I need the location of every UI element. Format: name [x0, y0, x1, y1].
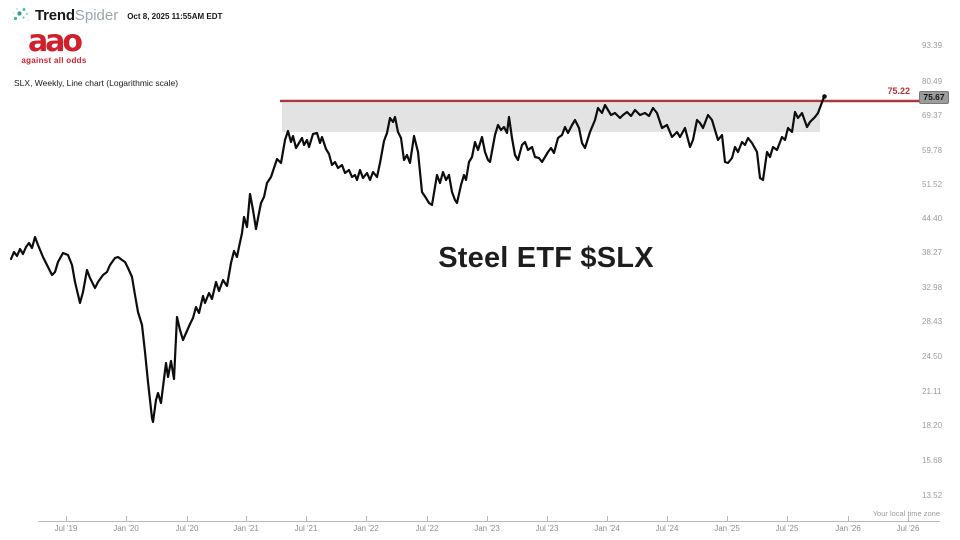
- resistance-price-label: 75.22: [887, 86, 910, 96]
- time-axis-tick: [66, 516, 67, 521]
- brand-name-trend: Trend: [35, 6, 75, 24]
- price-axis-label: 80.49: [922, 77, 943, 86]
- price-axis-label: 15.68: [922, 456, 943, 465]
- time-axis-label: Jan '25: [714, 524, 740, 533]
- aao-logo-text: aao: [27, 24, 83, 59]
- time-axis-tick: [427, 516, 428, 521]
- time-axis-label: Jan '23: [474, 524, 500, 533]
- time-axis-label: Jul '21: [294, 524, 318, 533]
- time-axis-label: Jul '19: [54, 524, 78, 533]
- time-axis-label: Jan '21: [233, 524, 259, 533]
- chart-settings-label: SLX, Weekly, Line chart (Logarithmic sca…: [14, 78, 179, 88]
- time-axis-label: Jan '26: [835, 524, 861, 533]
- resistance-zone: [282, 103, 820, 132]
- aao-tagline: against all odds: [21, 56, 87, 65]
- trendspider-logo: Trend Spider Oct 8, 2025 11:55AM EDT: [11, 4, 222, 26]
- time-axis-tick: [366, 516, 367, 521]
- time-axis-tick: [607, 516, 608, 521]
- price-axis-label: 93.39: [922, 41, 943, 50]
- price-axis-label: 18.20: [922, 421, 943, 430]
- time-axis-line: [38, 521, 940, 522]
- price-axis-label: 44.40: [922, 214, 943, 223]
- time-axis-label: Jul '24: [655, 524, 679, 533]
- time-axis-tick: [848, 516, 849, 521]
- time-axis-tick: [727, 516, 728, 521]
- brand-name-spider: Spider: [74, 6, 119, 24]
- time-axis-tick: [187, 516, 188, 521]
- price-axis-label: 28.43: [922, 317, 943, 326]
- price-axis-label: 38.27: [922, 248, 943, 257]
- time-axis-tick: [667, 516, 668, 521]
- timezone-note: Your local time zone: [872, 509, 940, 518]
- price-axis-label: 69.37: [922, 111, 943, 120]
- time-axis-tick: [246, 516, 247, 521]
- time-axis-label: Jul '26: [896, 524, 920, 533]
- chart-timestamp: Oct 8, 2025 11:55AM EDT: [127, 11, 223, 21]
- time-axis-tick: [787, 516, 788, 521]
- price-axis-label: 21.11: [922, 387, 942, 396]
- time-axis-tick: [487, 516, 488, 521]
- time-axis-label: Jul '20: [175, 524, 199, 533]
- time-axis-label: Jan '20: [113, 524, 139, 533]
- time-axis-tick: [547, 516, 548, 521]
- chart-title-annotation: Steel ETF $SLX: [438, 242, 654, 274]
- time-axis-tick: [306, 516, 307, 521]
- time-axis-label: Jul '22: [415, 524, 439, 533]
- time-axis-tick: [126, 516, 127, 521]
- price-axis-label: 24.50: [922, 352, 943, 361]
- time-axis-label: Jul '23: [535, 524, 559, 533]
- price-axis-label: 51.52: [922, 180, 943, 189]
- price-axis-label: 13.52: [922, 491, 943, 500]
- time-axis-label: Jan '22: [353, 524, 379, 533]
- time-axis-label: Jan '24: [594, 524, 620, 533]
- last-price-point: [822, 94, 827, 99]
- price-axis-label: 59.78: [922, 146, 943, 155]
- against-all-odds-logo: aao against all odds: [20, 24, 88, 66]
- price-axis-label: 32.98: [922, 283, 943, 292]
- price-line: [9, 95, 826, 424]
- current-price-badge: 75.67: [919, 91, 949, 104]
- time-axis-tick: [908, 516, 909, 521]
- trendspider-spider-icon: [12, 8, 29, 21]
- time-axis-label: Jul '25: [775, 524, 799, 533]
